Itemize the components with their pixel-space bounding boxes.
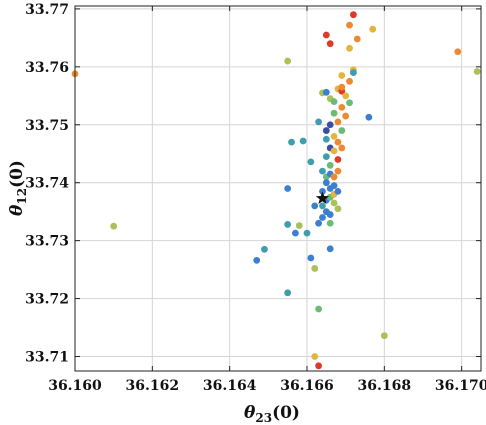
x-tick-label: 36.162 xyxy=(126,378,180,394)
y-tick-label: 33.77 xyxy=(25,2,69,18)
data-point xyxy=(315,305,322,313)
data-point xyxy=(311,202,319,210)
best-fit-marker xyxy=(315,191,330,205)
data-point xyxy=(330,199,338,207)
data-point xyxy=(330,173,338,181)
data-point xyxy=(365,113,373,121)
data-point xyxy=(350,11,357,19)
data-point xyxy=(334,156,342,163)
data-point xyxy=(338,72,346,79)
data-point xyxy=(299,137,307,145)
data-point xyxy=(295,222,303,229)
data-point xyxy=(326,40,334,48)
plot-frame xyxy=(74,5,482,372)
data-point xyxy=(330,182,338,190)
data-point xyxy=(315,219,322,227)
data-point xyxy=(311,265,319,272)
x-tick-label: 36.166 xyxy=(280,378,334,394)
data-point xyxy=(322,127,330,134)
data-point xyxy=(307,254,315,262)
best-fit-star xyxy=(315,191,330,205)
data-point xyxy=(454,48,462,56)
data-point xyxy=(334,138,342,146)
y-tick-label: 33.73 xyxy=(25,234,69,250)
data-point xyxy=(330,98,338,105)
data-point xyxy=(284,57,292,65)
data-point xyxy=(261,245,268,253)
data-point xyxy=(319,214,326,221)
data-point xyxy=(110,222,118,230)
data-point xyxy=(326,161,334,169)
data-point xyxy=(315,362,322,370)
data-point xyxy=(334,187,342,195)
data-point xyxy=(326,211,334,218)
x-tick-labels: 36.160 36.162 36.164 36.166 36.168 36.170 xyxy=(48,378,486,394)
y-tick-label: 33.71 xyxy=(25,350,69,366)
data-point xyxy=(284,289,292,297)
data-point xyxy=(292,229,299,237)
data-point xyxy=(346,99,353,107)
data-point xyxy=(338,144,346,152)
data-point xyxy=(311,353,319,360)
data-point xyxy=(334,118,342,126)
data-point xyxy=(338,83,346,91)
x-axis-label: θ23(0) xyxy=(244,403,300,425)
x-tick-label: 36.170 xyxy=(435,378,486,394)
data-point xyxy=(369,25,377,33)
y-axis-label: θ12(0) xyxy=(7,160,29,216)
data-point xyxy=(346,77,353,85)
data-point xyxy=(284,221,292,228)
data-point xyxy=(322,88,330,96)
data-point xyxy=(334,205,342,213)
grid-lines xyxy=(74,6,481,371)
data-point xyxy=(330,109,338,117)
data-point xyxy=(322,153,330,161)
data-point xyxy=(319,202,326,210)
data-point xyxy=(346,21,353,29)
data-point xyxy=(342,112,350,120)
y-tick-label: 33.76 xyxy=(25,60,69,76)
data-point xyxy=(319,167,326,175)
data-point xyxy=(330,132,338,140)
data-point xyxy=(353,35,361,43)
data-point xyxy=(288,138,295,146)
y-tick-label: 33.75 xyxy=(25,118,69,134)
data-point xyxy=(346,44,353,52)
data-point xyxy=(307,158,315,166)
data-point xyxy=(284,185,292,192)
data-point xyxy=(380,332,388,340)
x-tick-label: 36.164 xyxy=(203,378,257,394)
x-tick-label: 36.168 xyxy=(358,378,412,394)
data-points xyxy=(71,11,481,370)
data-point xyxy=(338,127,346,134)
y-tick-labels: 33.71 33.72 33.73 33.74 33.75 33.76 33.77 xyxy=(25,2,69,366)
data-point xyxy=(338,103,346,111)
data-point xyxy=(315,118,322,126)
axis-ticks xyxy=(74,6,481,371)
y-tick-label: 33.74 xyxy=(25,176,69,192)
data-point xyxy=(253,256,261,264)
data-point xyxy=(326,245,334,253)
data-point xyxy=(326,219,334,227)
data-point xyxy=(342,92,350,100)
y-tick-label: 33.72 xyxy=(25,292,69,308)
data-point xyxy=(350,69,357,77)
data-point xyxy=(322,135,330,143)
x-tick-label: 36.160 xyxy=(48,378,102,394)
data-point xyxy=(322,31,330,39)
data-point xyxy=(322,179,330,187)
data-point xyxy=(326,121,334,129)
data-point xyxy=(303,229,311,237)
data-point xyxy=(330,147,338,155)
data-point xyxy=(473,68,481,75)
data-point xyxy=(334,167,342,175)
